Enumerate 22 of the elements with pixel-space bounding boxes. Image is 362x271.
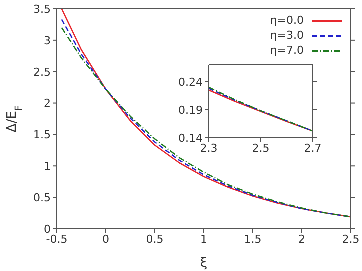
x-tick-label: 2.7 — [304, 142, 322, 155]
y-tick-label: 1.5 — [34, 128, 51, 142]
x-tick-label: 2.5 — [342, 232, 360, 246]
legend-label: η=3.0 — [270, 29, 304, 42]
y-tick-label: 0.5 — [34, 191, 51, 204]
legend-label: η=7.0 — [270, 44, 304, 57]
x-tick-label: 2 — [298, 232, 306, 246]
y-tick-label: 3 — [44, 34, 51, 48]
y-tick-label: 1 — [44, 160, 51, 174]
x-tick-label: 0 — [102, 232, 110, 246]
y-tick-label: 0.14 — [178, 132, 203, 145]
x-axis-title: ξ — [200, 256, 208, 271]
x-tick-label: 1.5 — [244, 232, 262, 246]
y-tick-label: 2 — [44, 97, 51, 110]
x-tick-label: 0.5 — [146, 232, 164, 246]
y-tick-label: 2.5 — [34, 66, 51, 79]
legend-label: η=0.0 — [270, 14, 304, 27]
x-tick-label: 2.5 — [252, 142, 270, 155]
y-tick-label: 3.5 — [34, 2, 51, 16]
x-tick-label: 2.3 — [200, 142, 218, 155]
y-tick-label: 0.24 — [178, 76, 203, 89]
y-tick-label: 0.19 — [178, 104, 203, 117]
